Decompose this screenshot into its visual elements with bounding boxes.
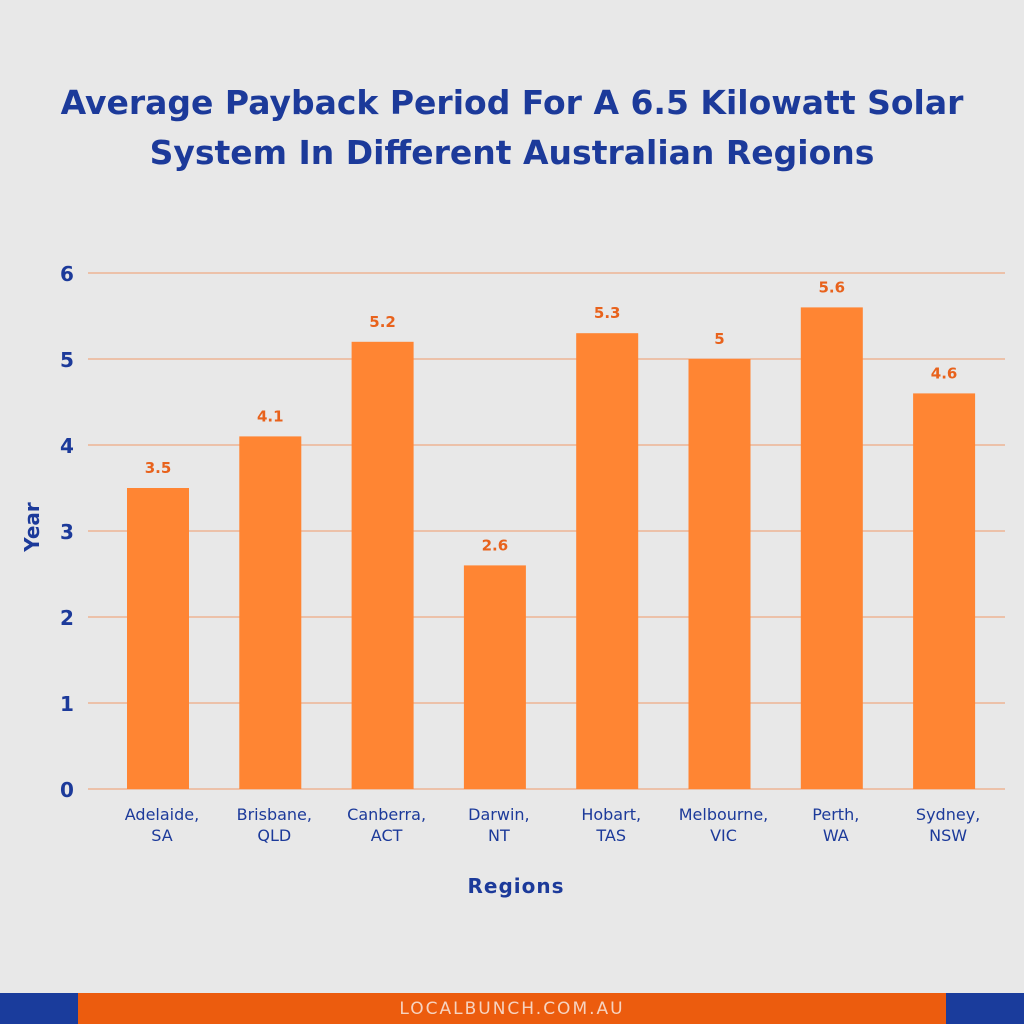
x-tick-label: Sydney, (916, 805, 980, 824)
bar (239, 436, 302, 789)
footer-right-band (946, 993, 1024, 1024)
value-labels: 3.5 4.1 5.2 2.6 5.3 5 5.6 4.6 (145, 278, 958, 554)
y-tick-label: 2 (60, 606, 74, 630)
y-tick-label: 0 (60, 778, 74, 802)
bar (351, 341, 414, 789)
bar (688, 359, 751, 789)
y-tick-label: 5 (60, 348, 74, 372)
x-tick-label: Perth, (812, 805, 859, 824)
bar (127, 488, 189, 789)
x-axis-label: Regions (467, 874, 564, 898)
y-axis-label: Year (20, 502, 44, 553)
footer-left-band (0, 993, 78, 1024)
x-axis-ticks: Adelaide, SA Brisbane, QLD Canberra, ACT Darwi… (125, 805, 980, 845)
bar (913, 393, 976, 789)
x-tick-label: Brisbane, (237, 805, 312, 824)
x-tick-label: Melbourne, (679, 805, 769, 824)
bar-value-label: 5.6 (819, 278, 846, 296)
chart-title: Average Payback Period For A 6.5 Kilowat… (40, 78, 984, 178)
x-tick-label: QLD (257, 826, 291, 845)
x-tick-label: NT (488, 826, 510, 845)
chart-title-line-2: System In Different Australian Regions (149, 133, 875, 172)
x-tick-label: ACT (371, 826, 403, 845)
footer-band: LOCALBUNCH.COM.AU (78, 993, 946, 1024)
y-tick-label: 3 (60, 520, 74, 544)
x-tick-label: VIC (710, 826, 737, 845)
x-tick-label: Canberra, (347, 805, 426, 824)
bar-value-label: 5.3 (594, 304, 621, 322)
bar (463, 565, 526, 789)
bar-value-label: 5 (714, 330, 724, 348)
bars (127, 307, 976, 789)
y-tick-label: 1 (60, 692, 74, 716)
y-axis-ticks: 0 1 2 3 4 5 6 (60, 262, 74, 802)
x-tick-label: WA (823, 826, 849, 845)
bar-value-label: 3.5 (145, 459, 172, 477)
x-tick-label: TAS (595, 826, 626, 845)
x-tick-label: Darwin, (468, 805, 529, 824)
bar (576, 333, 639, 789)
bar-value-label: 4.6 (931, 364, 958, 382)
x-tick-label: SA (151, 826, 172, 845)
bar-value-label: 2.6 (482, 536, 509, 554)
y-tick-label: 6 (60, 262, 74, 286)
bar (800, 307, 863, 789)
footer-site-link[interactable]: LOCALBUNCH.COM.AU (399, 998, 625, 1019)
y-tick-label: 4 (60, 434, 74, 458)
grid-lines (88, 272, 1005, 790)
bar-value-label: 4.1 (257, 407, 284, 425)
x-tick-label: Hobart, (581, 805, 641, 824)
bar-value-label: 5.2 (369, 313, 396, 331)
x-tick-label: Adelaide, (125, 805, 199, 824)
x-tick-label: NSW (929, 826, 967, 845)
chart-title-line-1: Average Payback Period For A 6.5 Kilowat… (60, 83, 964, 122)
